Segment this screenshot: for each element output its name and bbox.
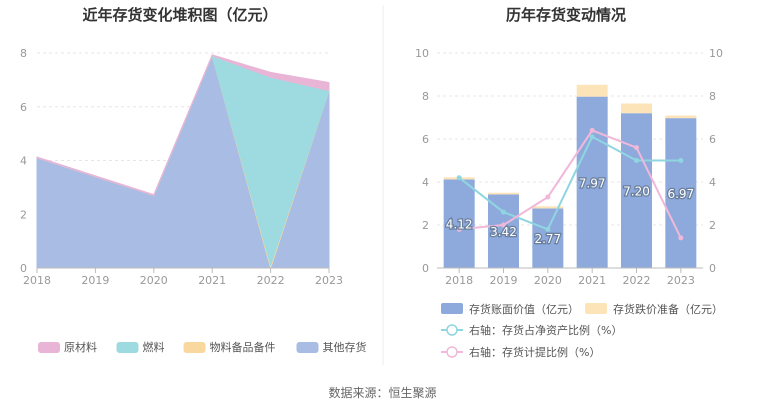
line-point [634,158,639,163]
y-tick-label: 6 [422,133,429,146]
x-tick-label: 2018 [445,274,473,287]
line-point [678,158,684,163]
legend-label: 存货跌价准备（亿元） [613,302,723,316]
legend-marker [446,324,458,336]
legend-swatch [296,342,319,353]
y-tick-label: 0 [20,262,27,275]
x-tick-label: 2019 [490,274,518,287]
y-tick-label: 8 [422,90,429,103]
line-point [678,235,684,241]
legend-swatch [116,342,139,353]
legend-swatch [441,303,463,314]
bar-data-label: 4.12 [446,218,473,232]
line-point [501,222,506,228]
bar-book-value [488,194,519,268]
bar-impairment-reserve [665,115,697,119]
line-point [589,134,595,140]
x-tick-label: 2020 [534,274,562,287]
legend-label: 物料备品备件 [210,340,276,354]
bar-data-label: 7.20 [623,185,650,199]
y2-tick-label: 4 [709,176,716,189]
y-tick-label: 4 [20,155,27,168]
line-point [634,145,639,151]
y2-tick-label: 6 [709,133,716,146]
bar-book-value [532,208,564,268]
x-tick-label: 2021 [198,274,226,287]
line-point [589,127,595,133]
legend-label: 存货账面价值（亿元） [469,302,579,316]
bar-data-label: 2.77 [534,232,561,246]
y2-tick-label: 10 [709,47,723,60]
bar-book-value [665,118,697,269]
bar-book-value [576,96,608,269]
y-tick-label: 10 [415,47,429,60]
y-tick-label: 2 [20,208,27,221]
y-tick-label: 6 [20,101,27,114]
x-tick-label: 2019 [81,274,109,287]
y-tick-label: 0 [422,262,429,275]
right-chart-title: 历年存货变动情况 [506,6,626,24]
bar-impairment-reserve [576,84,608,97]
bar-impairment-reserve [621,103,652,114]
x-tick-label: 2020 [140,274,168,287]
legend-swatch [38,342,60,353]
y2-tick-label: 0 [709,262,716,275]
stacked-area-chart: 0 2 4 6 8 2018 2019 2020 2021 2022 2023 原材料 燃料 物料备品备件… [20,47,367,354]
y-tick-label: 4 [422,176,429,189]
bar-data-label: 6.97 [667,187,694,201]
x-tick-label: 2023 [667,274,695,287]
y-tick-label: 2 [422,219,429,232]
legend-label: 右轴：存货计提比例（%） [469,345,600,359]
x-tick-label: 2021 [578,274,606,287]
line-point [501,209,506,215]
legend-label: 原材料 [64,340,97,354]
y2-tick-label: 2 [709,219,716,232]
legend-label: 右轴：存货占净资产比例（%） [469,323,622,337]
inventory-bar-line-chart: 0 2 4 6 8 10 0 2 4 6 8 10 4.12 3.42 2.77 7.97 7.20 6.97 20… [415,47,723,359]
y-tick-label: 8 [20,47,27,60]
line-point [545,226,551,232]
bar-impairment-reserve [488,192,519,195]
legend-label: 其他存货 [323,340,367,354]
legend-swatch [585,303,607,314]
bar-impairment-reserve [532,206,564,209]
data-source-footer: 数据来源：恒生聚源 [328,386,437,400]
line-point [456,226,462,232]
legend-swatch [183,342,206,353]
x-tick-label: 2018 [23,274,51,287]
y2-tick-label: 8 [709,90,716,103]
x-tick-label: 2022 [257,274,285,287]
line-point [456,175,462,181]
area-series [36,54,330,197]
x-tick-label: 2023 [315,274,343,287]
bar-book-value [443,179,475,268]
left-chart-title: 近年存货变化堆积图（亿元） [82,6,277,24]
bar-book-value [621,113,652,268]
line-point [545,194,551,200]
legend-label: 燃料 [143,340,165,354]
line-series [459,129,682,239]
x-tick-label: 2022 [623,274,651,287]
bar-data-label: 3.42 [490,225,517,239]
bar-data-label: 7.97 [579,176,606,190]
legend-marker [446,346,458,358]
